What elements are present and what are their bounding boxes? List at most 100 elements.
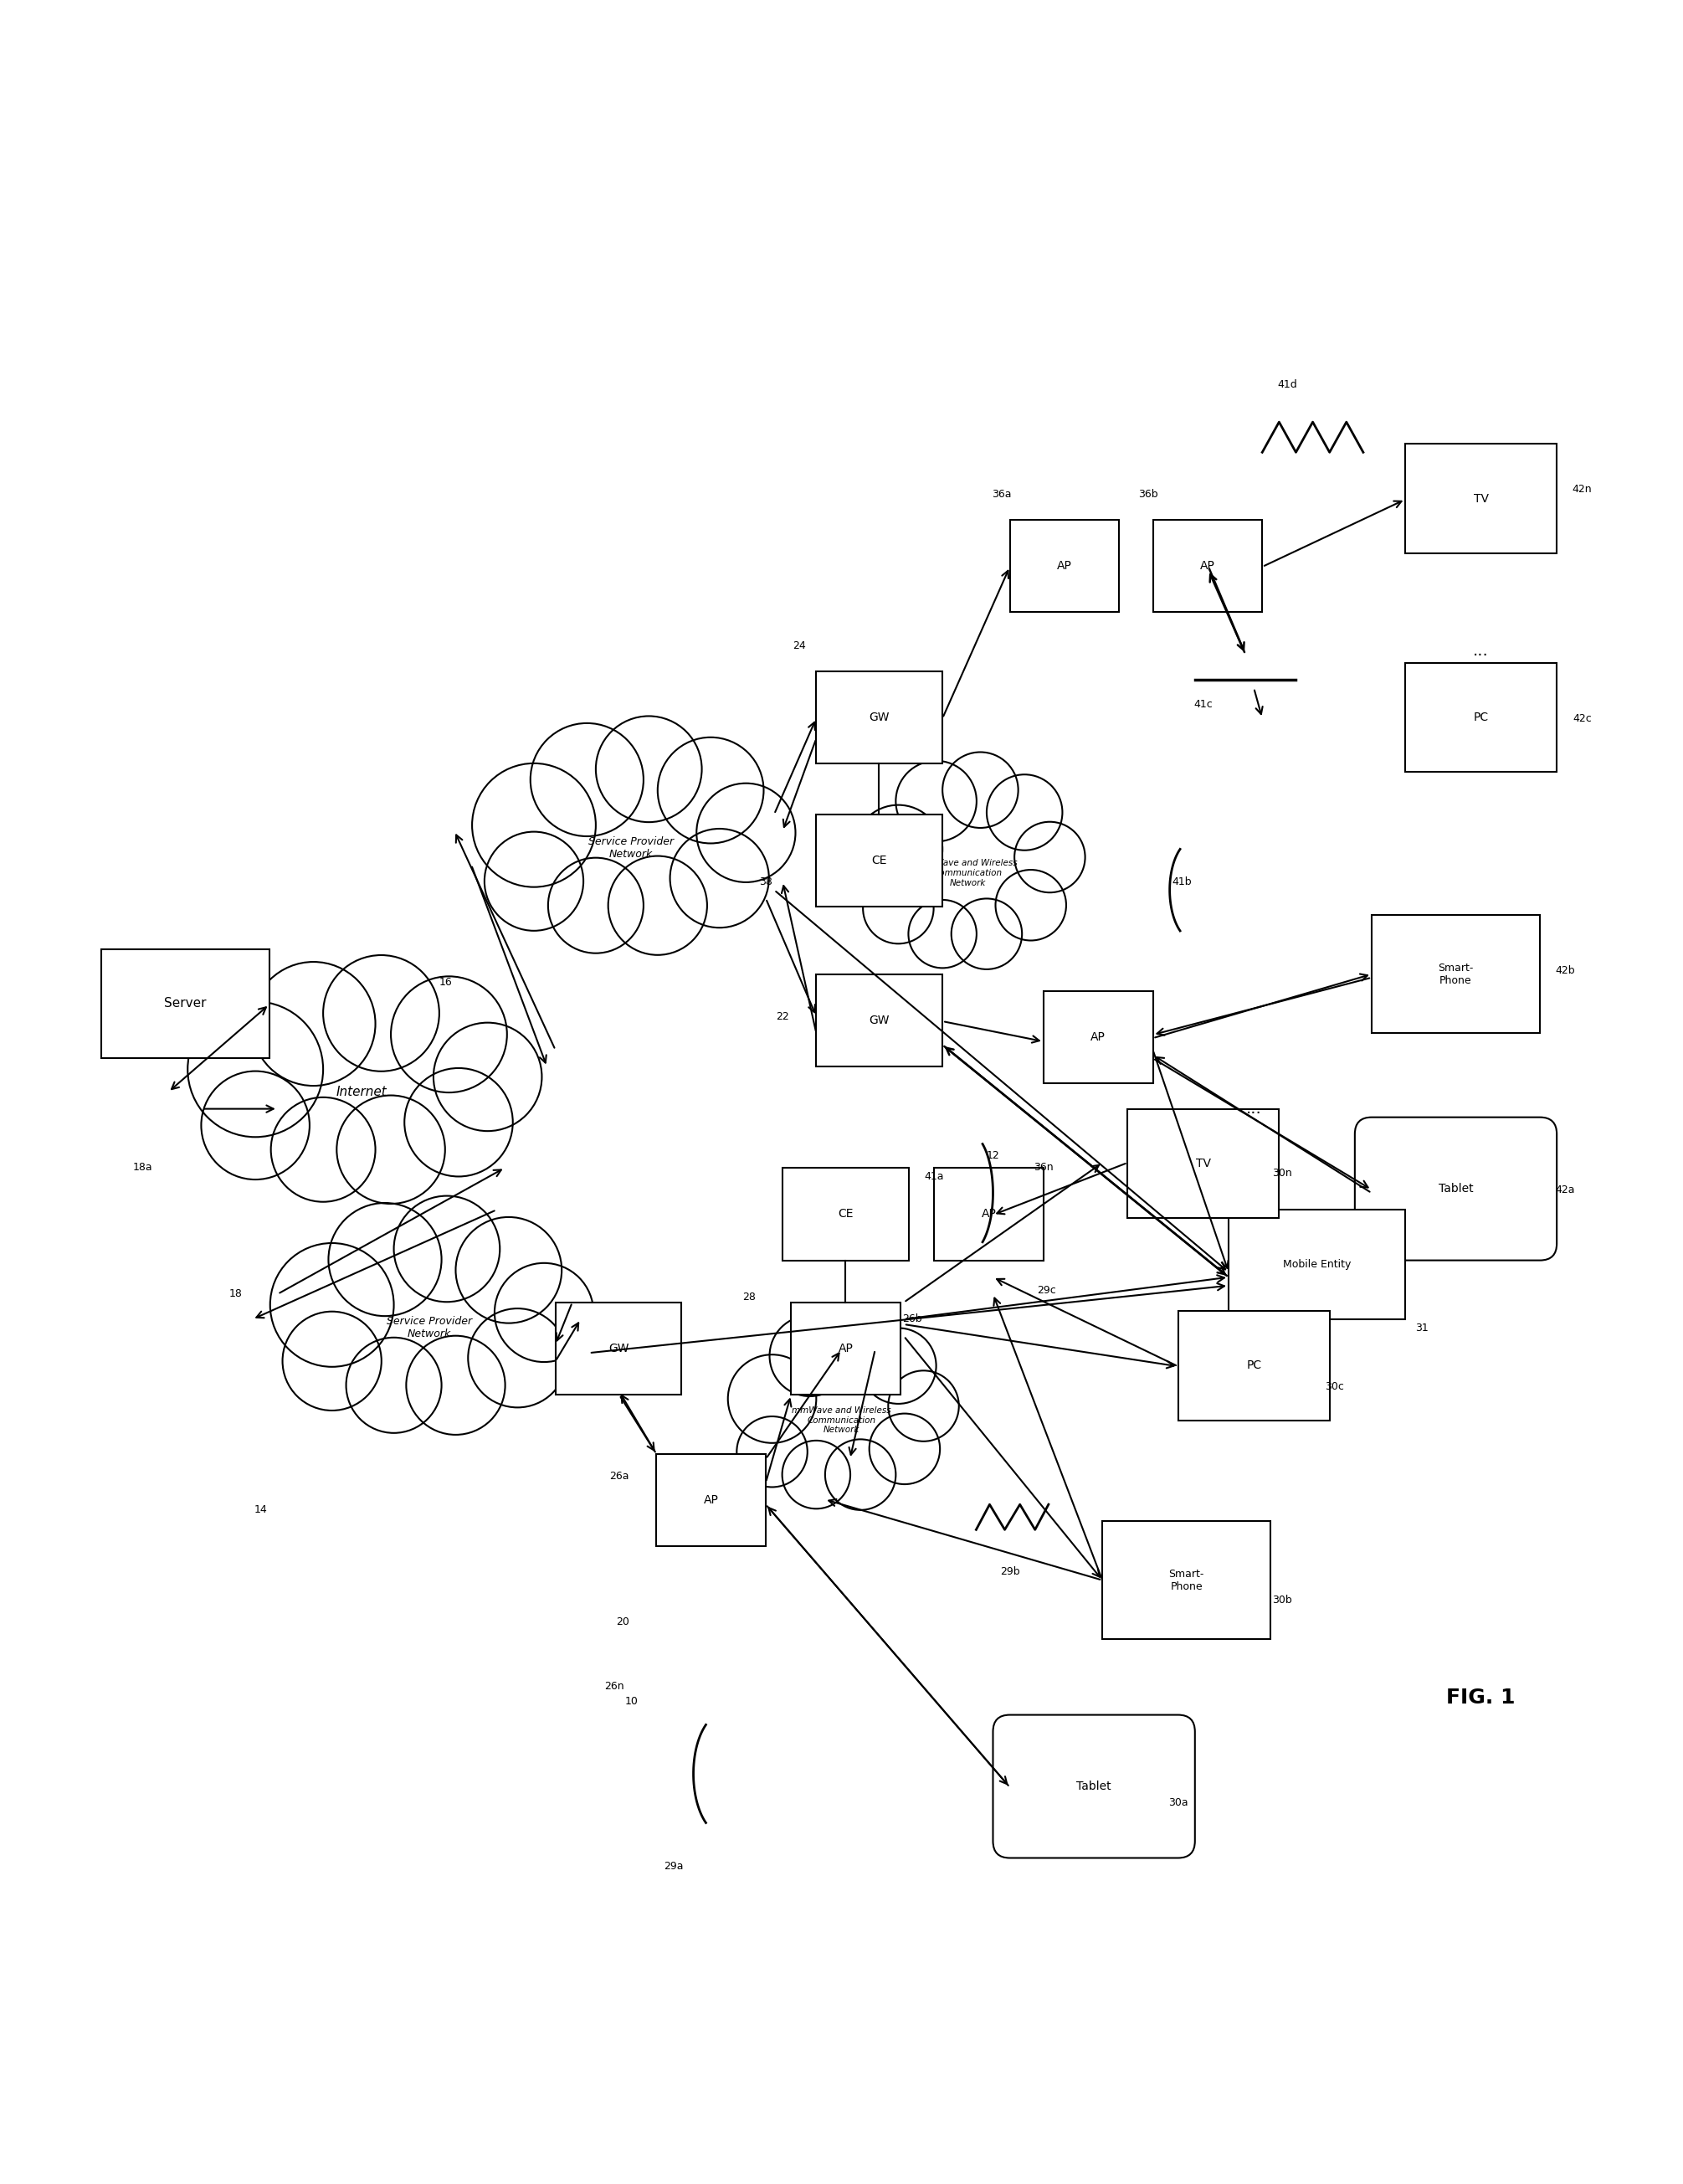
Circle shape (737, 1417, 808, 1487)
Text: PC: PC (1473, 712, 1489, 723)
Bar (1128, 1109, 1279, 1219)
Circle shape (783, 1441, 850, 1509)
Text: PC: PC (1245, 1361, 1262, 1372)
Text: Tablet: Tablet (1077, 1780, 1111, 1793)
Bar (816, 815, 942, 906)
Circle shape (187, 1002, 323, 1138)
Bar (555, 1302, 682, 1396)
Text: 26a: 26a (609, 1470, 629, 1481)
Bar (1043, 992, 1153, 1083)
Circle shape (995, 869, 1067, 941)
Circle shape (269, 1243, 394, 1367)
Text: ...: ... (1245, 1101, 1262, 1116)
Text: 26b: 26b (902, 1315, 922, 1326)
Bar (1102, 1522, 1271, 1640)
Circle shape (853, 806, 942, 893)
Text: 29c: 29c (1037, 1284, 1057, 1295)
Bar (816, 974, 942, 1066)
Circle shape (868, 1413, 939, 1485)
Bar (816, 670, 942, 764)
Text: 14: 14 (254, 1505, 268, 1516)
Circle shape (271, 1096, 375, 1201)
Circle shape (485, 832, 584, 930)
Text: 24: 24 (793, 640, 806, 651)
Text: 26n: 26n (604, 1682, 624, 1693)
Circle shape (863, 874, 934, 943)
Text: Mobile Entity: Mobile Entity (1282, 1260, 1351, 1269)
Circle shape (769, 1315, 850, 1396)
Circle shape (530, 723, 643, 836)
Bar (1010, 520, 1119, 612)
Text: mmWave and Wireless
Communication
Network: mmWave and Wireless Communication Networ… (919, 858, 1017, 887)
Text: 29a: 29a (663, 1861, 683, 1872)
Text: Smart-
Phone: Smart- Phone (1168, 1568, 1205, 1592)
Text: GW: GW (868, 1016, 890, 1026)
Text: 18: 18 (229, 1289, 242, 1299)
Circle shape (596, 716, 702, 821)
Text: 41a: 41a (924, 1171, 944, 1182)
Circle shape (825, 1439, 895, 1509)
Text: 20: 20 (616, 1616, 629, 1627)
Circle shape (283, 1313, 382, 1411)
Text: AP: AP (1200, 559, 1215, 572)
Circle shape (468, 1308, 567, 1406)
Text: 31: 31 (1415, 1321, 1429, 1332)
Circle shape (951, 898, 1022, 970)
Text: 36n: 36n (1033, 1162, 1054, 1173)
Text: 30b: 30b (1272, 1594, 1293, 1605)
Text: 10: 10 (624, 1697, 638, 1708)
Circle shape (986, 775, 1062, 850)
Text: TV: TV (1197, 1158, 1210, 1168)
Text: Tablet: Tablet (1439, 1184, 1473, 1195)
Circle shape (1015, 821, 1086, 893)
Text: AP: AP (981, 1208, 996, 1221)
Circle shape (658, 738, 764, 843)
Circle shape (727, 1354, 816, 1444)
Bar (1405, 662, 1557, 773)
Text: 42c: 42c (1572, 712, 1592, 723)
Text: AP: AP (703, 1494, 719, 1507)
Text: 30c: 30c (1325, 1380, 1345, 1391)
Circle shape (895, 760, 976, 841)
Text: 16: 16 (439, 976, 453, 987)
Circle shape (608, 856, 707, 954)
Text: 28: 28 (742, 1293, 756, 1304)
Text: GW: GW (608, 1343, 629, 1354)
Text: 38: 38 (759, 876, 772, 887)
Bar (1178, 1310, 1330, 1420)
Text: 41c: 41c (1193, 699, 1213, 710)
Text: 36b: 36b (1138, 489, 1158, 500)
Bar (791, 1302, 900, 1396)
Circle shape (406, 1337, 505, 1435)
Circle shape (889, 1372, 959, 1441)
Text: AP: AP (838, 1343, 853, 1354)
Text: 42a: 42a (1555, 1184, 1575, 1195)
Bar (101, 948, 269, 1059)
Bar (1372, 915, 1540, 1033)
Text: 18a: 18a (133, 1162, 153, 1173)
Bar (783, 1168, 909, 1260)
Text: Smart-
Phone: Smart- Phone (1437, 963, 1474, 985)
Circle shape (816, 1308, 892, 1385)
Text: Server: Server (163, 998, 207, 1009)
Text: GW: GW (868, 712, 890, 723)
Circle shape (471, 764, 596, 887)
Text: 36a: 36a (991, 489, 1011, 500)
FancyBboxPatch shape (993, 1714, 1195, 1859)
Bar (1229, 1210, 1405, 1319)
Text: Service Provider
Network: Service Provider Network (589, 836, 673, 860)
Text: ...: ... (1473, 642, 1489, 660)
Circle shape (697, 784, 796, 882)
Text: CE: CE (838, 1208, 853, 1221)
Text: 41d: 41d (1277, 380, 1298, 391)
Bar (934, 1168, 1043, 1260)
Text: 12: 12 (986, 1151, 1000, 1162)
Text: 29b: 29b (1000, 1566, 1020, 1577)
Circle shape (251, 961, 375, 1085)
Circle shape (942, 751, 1018, 828)
Text: Internet: Internet (337, 1085, 387, 1099)
Text: FIG. 1: FIG. 1 (1446, 1688, 1516, 1708)
Text: Service Provider
Network: Service Provider Network (387, 1317, 471, 1339)
Circle shape (404, 1068, 513, 1177)
FancyBboxPatch shape (1355, 1118, 1557, 1260)
